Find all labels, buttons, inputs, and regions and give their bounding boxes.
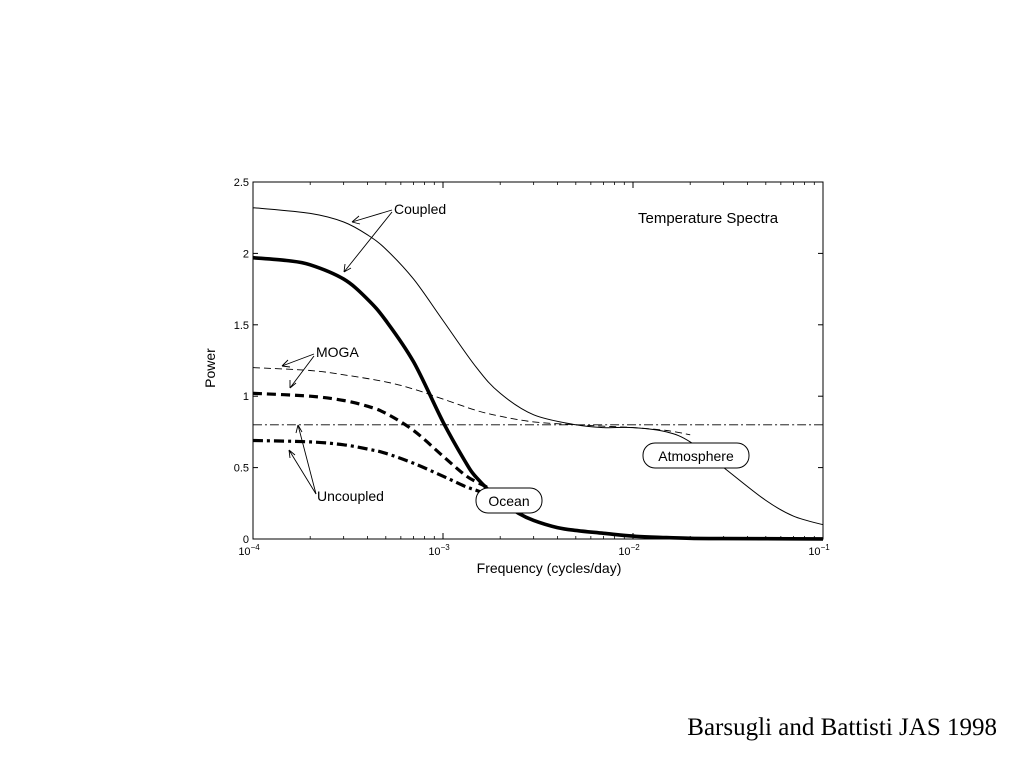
annotation-moga: MOGA <box>316 344 359 360</box>
annotation-uncoupled: Uncoupled <box>317 488 384 504</box>
series-line-moga-thick-dashed <box>252 391 501 495</box>
citation: Barsugli and Battisti JAS 1998 <box>687 714 997 741</box>
plot-frame <box>252 181 824 540</box>
series-line-coupled-thin-solid <box>252 207 824 526</box>
y-tick-label: 1.5 <box>234 320 249 332</box>
y-tick-label: 1 <box>243 391 249 403</box>
ocean-label: Ocean <box>488 493 529 509</box>
y-axis-label: Power <box>202 348 218 388</box>
x-tick-label: 10−3 <box>428 543 450 558</box>
x-tick-label: 10−4 <box>238 543 260 558</box>
annotation-arrows <box>281 209 393 495</box>
series-line-uncoupled-thick-dashdot <box>252 438 493 498</box>
x-tick-label: 10−1 <box>808 543 830 558</box>
moga-arrow-thin <box>281 353 315 368</box>
y-tick-label: 2 <box>243 248 249 260</box>
atmosphere-label: Atmosphere <box>658 448 734 464</box>
annotation-coupled: Coupled <box>394 201 446 217</box>
x-tick-label: 10−2 <box>618 543 640 558</box>
y-tick-label: 2.5 <box>234 177 249 189</box>
ocean-callout: Ocean <box>475 487 543 514</box>
coupled-arrow-thin <box>351 209 393 225</box>
coupled-arrow-thick <box>343 211 393 273</box>
uncoupled-arrow-thick <box>288 449 317 495</box>
moga-arrow-thick <box>289 355 315 389</box>
x-axis-label: Frequency (cycles/day) <box>477 560 622 576</box>
y-tick-label: 0.5 <box>234 463 249 475</box>
y-tick-label: 0 <box>243 534 249 546</box>
atmosphere-callout: Atmosphere <box>642 442 750 469</box>
series-line-moga-thin-dashed <box>252 367 691 436</box>
uncoupled-arrow-thin <box>295 424 317 495</box>
chart-title: Temperature Spectra <box>638 210 779 227</box>
